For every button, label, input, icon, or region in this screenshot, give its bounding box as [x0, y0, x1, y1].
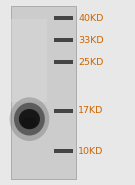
Bar — [54, 149, 73, 153]
Bar — [54, 16, 73, 20]
Text: 17KD: 17KD — [78, 106, 104, 115]
Ellipse shape — [14, 103, 45, 135]
Text: 40KD: 40KD — [78, 14, 104, 23]
Bar — [54, 38, 73, 42]
Text: 10KD: 10KD — [78, 147, 104, 156]
Text: 25KD: 25KD — [78, 58, 104, 67]
Ellipse shape — [21, 117, 38, 128]
FancyBboxPatch shape — [11, 19, 47, 102]
Bar — [54, 60, 73, 64]
FancyBboxPatch shape — [11, 6, 75, 179]
Bar — [54, 109, 73, 113]
Ellipse shape — [19, 109, 40, 129]
Ellipse shape — [10, 97, 49, 141]
Text: 33KD: 33KD — [78, 36, 104, 45]
